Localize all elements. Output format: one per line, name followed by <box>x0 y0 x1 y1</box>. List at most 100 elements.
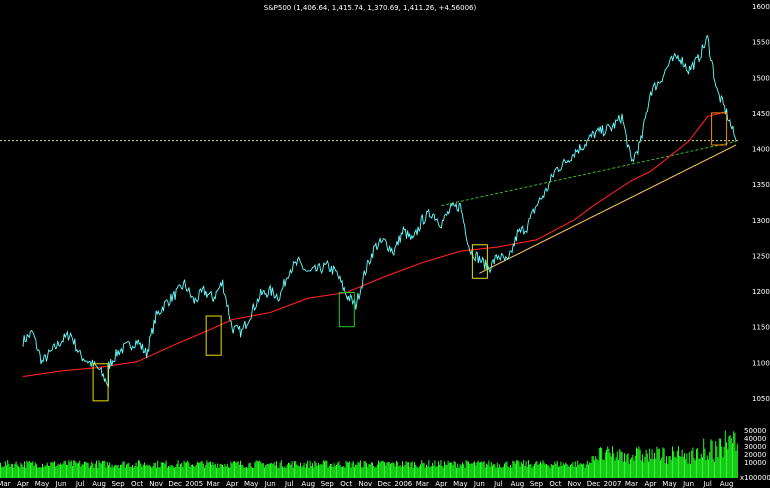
volume-bar <box>519 466 521 478</box>
volume-bar <box>378 460 379 478</box>
volume-bar <box>91 461 93 478</box>
volume-bar <box>129 466 131 478</box>
volume-bar <box>345 460 347 478</box>
volume-bar <box>103 460 105 478</box>
volume-bar <box>733 431 735 478</box>
volume-bar <box>664 463 666 478</box>
volume-bar <box>736 443 738 478</box>
volume-bar <box>524 466 526 478</box>
volume-bar <box>62 463 64 478</box>
volume-bar <box>308 467 310 478</box>
volume-bar <box>120 464 121 478</box>
date-tick-label: Oct <box>340 480 352 488</box>
volume-bar <box>498 467 499 478</box>
volume-bar <box>286 464 288 478</box>
volume-bar <box>44 466 46 478</box>
volume-bar <box>682 456 684 478</box>
volume-bar <box>110 467 112 478</box>
volume-bar <box>666 456 667 478</box>
volume-bar <box>453 460 455 478</box>
volume-bar <box>456 468 457 478</box>
volume-bar <box>121 464 123 478</box>
volume-bar <box>328 465 330 478</box>
volume-bar <box>686 453 688 478</box>
volume-bar <box>56 465 58 478</box>
volume-bar <box>240 460 241 478</box>
volume-bar <box>306 463 307 478</box>
volume-bar <box>34 462 36 478</box>
volume-bar <box>25 467 27 478</box>
volume-bar <box>116 465 118 478</box>
volume-bar <box>105 467 107 478</box>
volume-bar <box>64 461 66 478</box>
volume-bar <box>620 451 622 478</box>
volume-bar <box>94 463 96 478</box>
date-tick-label: Jun <box>55 480 67 488</box>
volume-bar <box>721 446 723 478</box>
volume-bar <box>642 454 643 478</box>
volume-bar <box>93 467 95 478</box>
date-tick-label: Nov <box>568 480 582 488</box>
volume-bar <box>199 462 201 478</box>
volume-bar <box>534 464 535 478</box>
volume-bar <box>433 465 435 478</box>
volume-bar <box>457 463 459 478</box>
volume-bar <box>146 464 148 478</box>
volume-bar <box>492 465 493 478</box>
volume-bar <box>218 468 220 478</box>
volume-bar <box>715 441 717 478</box>
volume-bar <box>250 466 252 478</box>
volume-bar <box>268 463 270 478</box>
volume-bar <box>326 461 328 478</box>
volume-bar <box>562 463 564 478</box>
volume-bar <box>667 464 669 478</box>
volume-bar <box>21 464 23 478</box>
volume-bar <box>154 462 156 478</box>
volume-bar <box>564 464 565 478</box>
volume-bar <box>3 466 5 478</box>
volume-bar <box>678 446 679 478</box>
volume-bar <box>181 463 183 478</box>
volume-bar <box>128 462 130 478</box>
volume-bar <box>486 463 487 478</box>
volume-bar <box>196 461 198 478</box>
volume-bar <box>542 460 544 478</box>
volume-bar <box>369 464 371 478</box>
volume-bar <box>344 467 346 478</box>
volume-bar <box>2 466 4 478</box>
volume-bar <box>403 466 405 478</box>
volume-bar <box>266 464 268 478</box>
volume-bar <box>556 460 558 478</box>
volume-bar <box>576 466 577 478</box>
volume-bar <box>1 467 3 478</box>
volume-bar <box>693 458 695 478</box>
volume-bar <box>348 462 349 478</box>
volume-bar <box>464 467 466 478</box>
volume-bar <box>714 461 715 478</box>
volume-bar <box>386 462 388 478</box>
volume-bar <box>126 464 127 478</box>
volume-bar <box>476 462 478 478</box>
volume-bar <box>49 466 51 478</box>
volume-bar <box>252 467 253 478</box>
date-tick-label: Jun <box>264 480 276 488</box>
volume-bar <box>331 463 333 478</box>
volume-bar <box>698 458 700 478</box>
highlight-boxes <box>92 112 728 402</box>
volume-bar <box>301 467 303 478</box>
volume-bar <box>352 461 354 478</box>
volume-bar <box>204 468 205 478</box>
volume-bar <box>99 462 101 478</box>
volume-bar <box>152 466 154 478</box>
volume-bar <box>490 462 492 478</box>
volume-bar <box>489 466 491 478</box>
volume-bar <box>669 456 671 478</box>
volume-bar <box>418 466 420 478</box>
volume-bar <box>681 449 683 478</box>
volume-bar <box>720 438 721 478</box>
volume-bar <box>628 463 630 478</box>
volume-bar <box>423 463 425 478</box>
volume-bar <box>445 464 447 478</box>
volume-bar <box>700 453 702 478</box>
volume-bar <box>104 460 106 478</box>
